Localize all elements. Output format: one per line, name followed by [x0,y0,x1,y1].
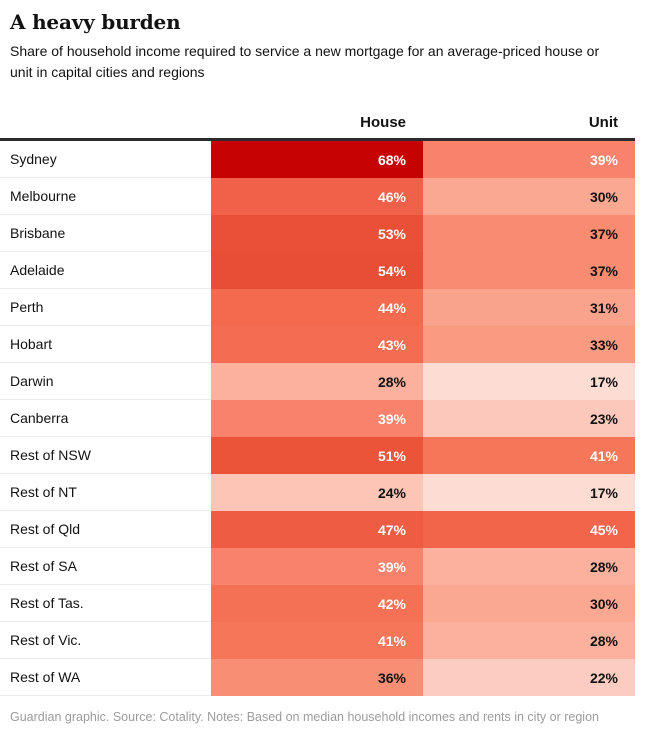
table-row: Rest of Tas. 42% 30% [0,585,635,622]
table-row: Rest of WA 36% 22% [0,659,635,696]
row-label: Rest of WA [0,659,211,696]
house-value-cell: 39% [211,548,423,585]
unit-value-cell: 45% [423,511,635,548]
table-row: Rest of NT 24% 17% [0,474,635,511]
house-value-cell: 47% [211,511,423,548]
unit-value-cell: 17% [423,363,635,400]
table-row: Rest of Qld 47% 45% [0,511,635,548]
unit-value-cell: 33% [423,326,635,363]
unit-value-cell: 41% [423,437,635,474]
unit-value-cell: 23% [423,400,635,437]
unit-value-cell: 39% [423,141,635,178]
house-value-cell: 51% [211,437,423,474]
row-label: Sydney [0,141,211,178]
row-label: Perth [0,289,211,326]
table-row: Brisbane 53% 37% [0,215,635,252]
unit-value-cell: 17% [423,474,635,511]
house-value-cell: 42% [211,585,423,622]
house-value-cell: 54% [211,252,423,289]
house-value-cell: 43% [211,326,423,363]
row-label: Brisbane [0,215,211,252]
unit-value-cell: 37% [423,252,635,289]
unit-value-cell: 37% [423,215,635,252]
chart-title: A heavy burden [10,10,181,34]
table-row: Hobart 43% 33% [0,326,635,363]
house-value-cell: 41% [211,622,423,659]
unit-value-cell: 31% [423,289,635,326]
row-label: Melbourne [0,178,211,215]
house-value-cell: 44% [211,289,423,326]
table-row: Adelaide 54% 37% [0,252,635,289]
heatmap-table: Sydney 68% 39% Melbourne 46% 30% Brisban… [0,141,635,696]
unit-value-cell: 30% [423,585,635,622]
house-value-cell: 36% [211,659,423,696]
table-row: Melbourne 46% 30% [0,178,635,215]
column-header-spacer [0,114,211,131]
row-label: Rest of Qld [0,511,211,548]
house-value-cell: 53% [211,215,423,252]
table-row: Darwin 28% 17% [0,363,635,400]
source-note: Guardian graphic. Source: Cotality. Note… [10,710,599,724]
unit-value-cell: 22% [423,659,635,696]
house-value-cell: 68% [211,141,423,178]
table-row: Canberra 39% 23% [0,400,635,437]
row-label: Rest of SA [0,548,211,585]
table-row: Perth 44% 31% [0,289,635,326]
row-label: Rest of NT [0,474,211,511]
table-row: Sydney 68% 39% [0,141,635,178]
column-header-row: House Unit [0,114,635,141]
heatmap-table-wrapper: House Unit Sydney 68% 39% Melbourne 46% … [0,114,635,696]
unit-value-cell: 28% [423,622,635,659]
house-value-cell: 39% [211,400,423,437]
row-label: Rest of NSW [0,437,211,474]
row-label: Hobart [0,326,211,363]
house-value-cell: 28% [211,363,423,400]
chart-subtitle: Share of household income required to se… [10,43,600,80]
unit-value-cell: 30% [423,178,635,215]
row-label: Adelaide [0,252,211,289]
house-value-cell: 46% [211,178,423,215]
table-row: Rest of SA 39% 28% [0,548,635,585]
unit-value-cell: 28% [423,548,635,585]
table-row: Rest of Vic. 41% 28% [0,622,635,659]
row-label: Darwin [0,363,211,400]
row-label: Rest of Tas. [0,585,211,622]
row-label: Rest of Vic. [0,622,211,659]
column-header-unit: Unit [588,114,618,131]
column-header-house: House [360,114,406,131]
table-row: Rest of NSW 51% 41% [0,437,635,474]
row-label: Canberra [0,400,211,437]
house-value-cell: 24% [211,474,423,511]
